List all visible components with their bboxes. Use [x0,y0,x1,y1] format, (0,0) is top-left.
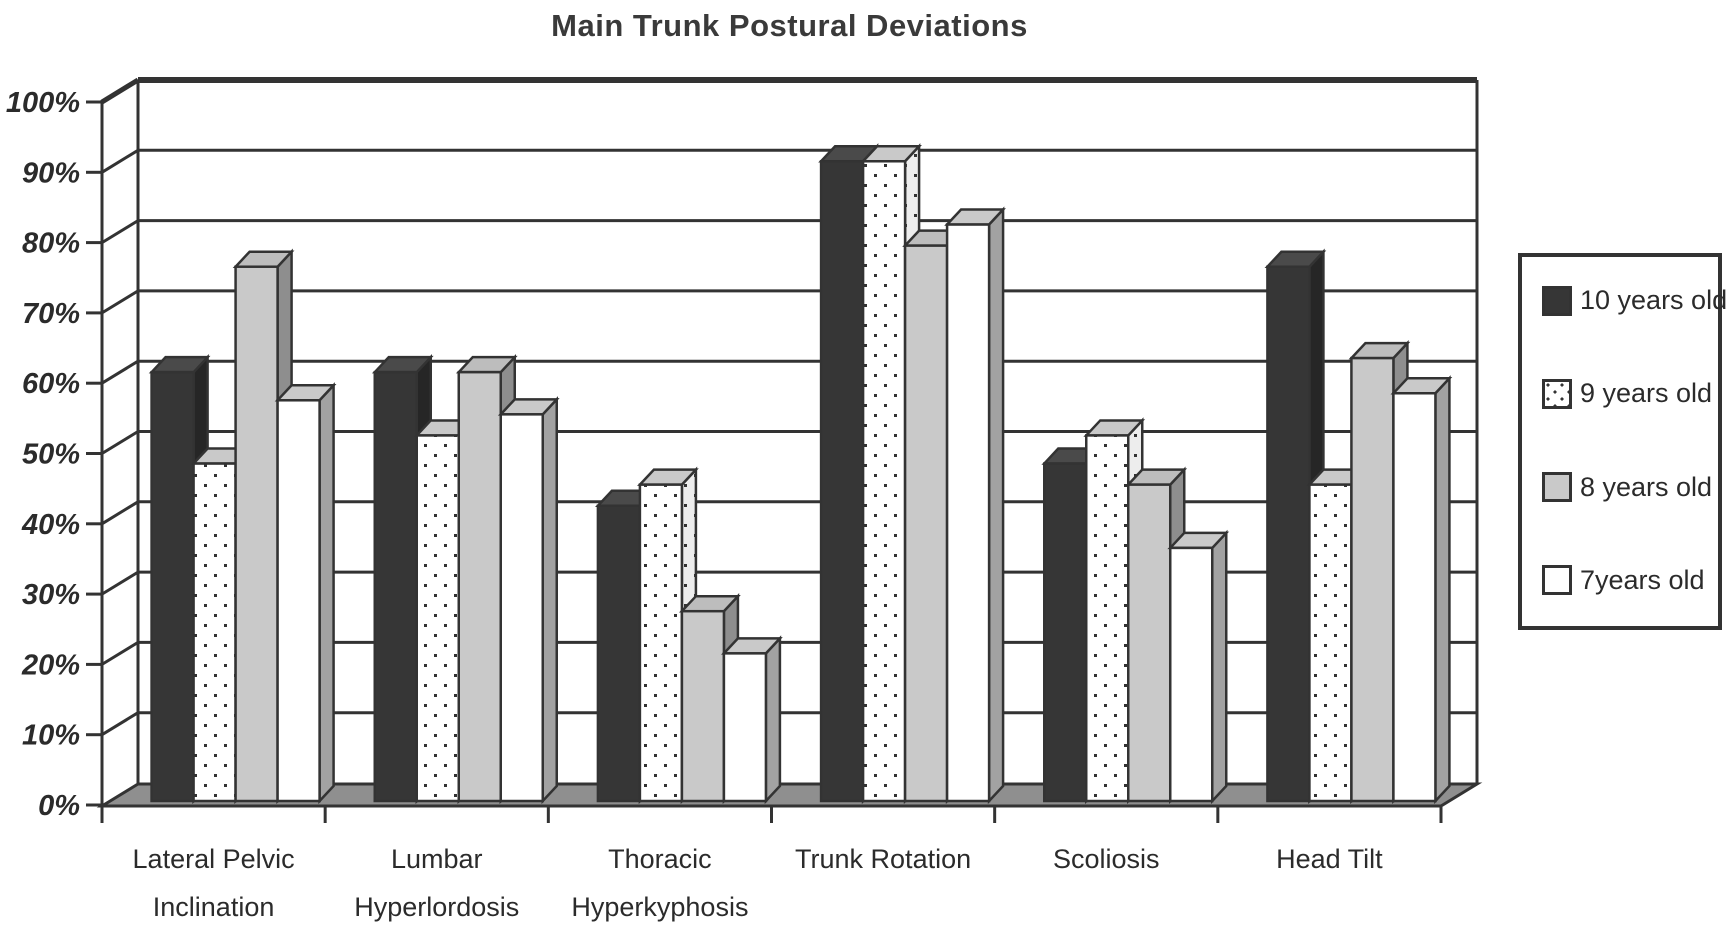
legend: 10 years old 9 years old 8 years old 7years… [1518,253,1727,630]
bar-side-face [541,396,558,805]
bar-front-face [1169,546,1214,803]
bar-7years-old-Head-Tilt [1390,375,1453,805]
y-tick-diagonal [101,219,139,244]
y-tick-diagonal [101,149,139,174]
bar-front-face [722,652,768,803]
y-tick-diagonal [101,570,139,596]
bar-7years-old-Thoracic-Hyperkyphosis [721,635,783,805]
bar-front-face [819,160,865,803]
bar-7years-old-Lumbar-Hyperlordosis [497,396,560,805]
bar-front-face [1392,392,1437,803]
bar-front-face [638,483,684,803]
y-tick-label: 50% [22,439,80,471]
bar-front-face [499,413,544,803]
y-tick-diagonal [101,359,139,385]
legend-item-label: 8 years old [1580,471,1713,502]
legend-item-label: 9 years old [1580,378,1713,409]
category-label: Lateral Pelvic [133,844,295,874]
bar-8-years-old-Lateral-Pelvic-Inclination [232,248,295,805]
y-tick-diagonal [101,289,139,315]
y-tick-label: 60% [22,368,80,400]
chart-title: Main Trunk Postural Deviations [551,8,1028,43]
bar-front-face [1266,265,1311,803]
bar-front-face [373,370,418,803]
y-tick-label: 100% [6,87,80,119]
bar-front-face [596,504,642,803]
category-label: Thoracic [608,844,712,874]
y-tick-label: 90% [22,157,80,189]
legend-swatch-icon [1542,378,1572,409]
bar-front-face [1350,356,1395,803]
legend-item-label: 10 years old [1580,285,1728,315]
bar-side-face [1211,529,1228,805]
bar-front-face [276,399,321,803]
bar-7years-old-Lateral-Pelvic-Inclination [274,382,337,805]
y-tick-label: 20% [21,649,80,681]
y-tick-label: 10% [22,720,80,752]
category-label: Head Tilt [1276,844,1383,874]
bar-side-face [318,382,335,805]
y-tick-diagonal [101,711,139,736]
bar-front-face [192,462,237,803]
bar-front-face [1085,434,1130,803]
legend-item-8-years-old: 8 years old [1522,472,1718,503]
legend-item-label: 7years old [1580,564,1705,595]
bar-front-face [150,370,195,803]
bar-7years-old-Scoliosis [1167,529,1230,805]
y-tick-label: 80% [22,228,80,260]
category-label: Hyperlordosis [354,892,519,922]
y-tick-label: 30% [22,579,80,611]
bar-side-face [1434,375,1451,805]
bar-front-face [457,370,502,803]
y-tick-label: 40% [21,509,80,541]
category-label: Scoliosis [1053,844,1160,874]
legend-swatch-icon [1542,565,1572,596]
legend-swatch-icon [1542,285,1572,316]
legend-item-10-years-old: 10 years old [1522,285,1727,316]
category-label: Inclination [153,892,275,922]
legend-item-9-years-old: 9 years old [1522,378,1718,409]
y-tick-diagonal [101,430,139,455]
bar-8-years-old-Head-Tilt [1348,339,1411,805]
y-tick-label: 70% [22,298,80,330]
bar-front-face [903,244,949,803]
category-label: Lumbar [391,844,483,874]
category-label: Trunk Rotation [795,844,971,874]
legend-item-7years-old: 7years old [1522,565,1718,596]
category-label: Hyperkyphosis [571,892,748,922]
bar-front-face [1308,483,1353,803]
y-tick-diagonal [101,500,139,526]
bar-front-face [945,223,991,803]
y-tick-diagonal [101,641,139,666]
bar-front-face [415,434,460,803]
y-tick-label: 0% [38,790,80,822]
bar-side-face [987,206,1005,805]
legend-swatch-icon [1542,472,1572,503]
y-tick-diagonal [101,78,139,104]
bar-front-face [861,160,907,803]
bar-front-face [680,609,726,803]
bar-front-face [1127,483,1172,803]
bar-7years-old-Trunk-Rotation [944,206,1006,805]
bar-side-face [764,635,782,805]
bar-front-face [234,265,279,803]
bar-front-face [1043,462,1088,803]
